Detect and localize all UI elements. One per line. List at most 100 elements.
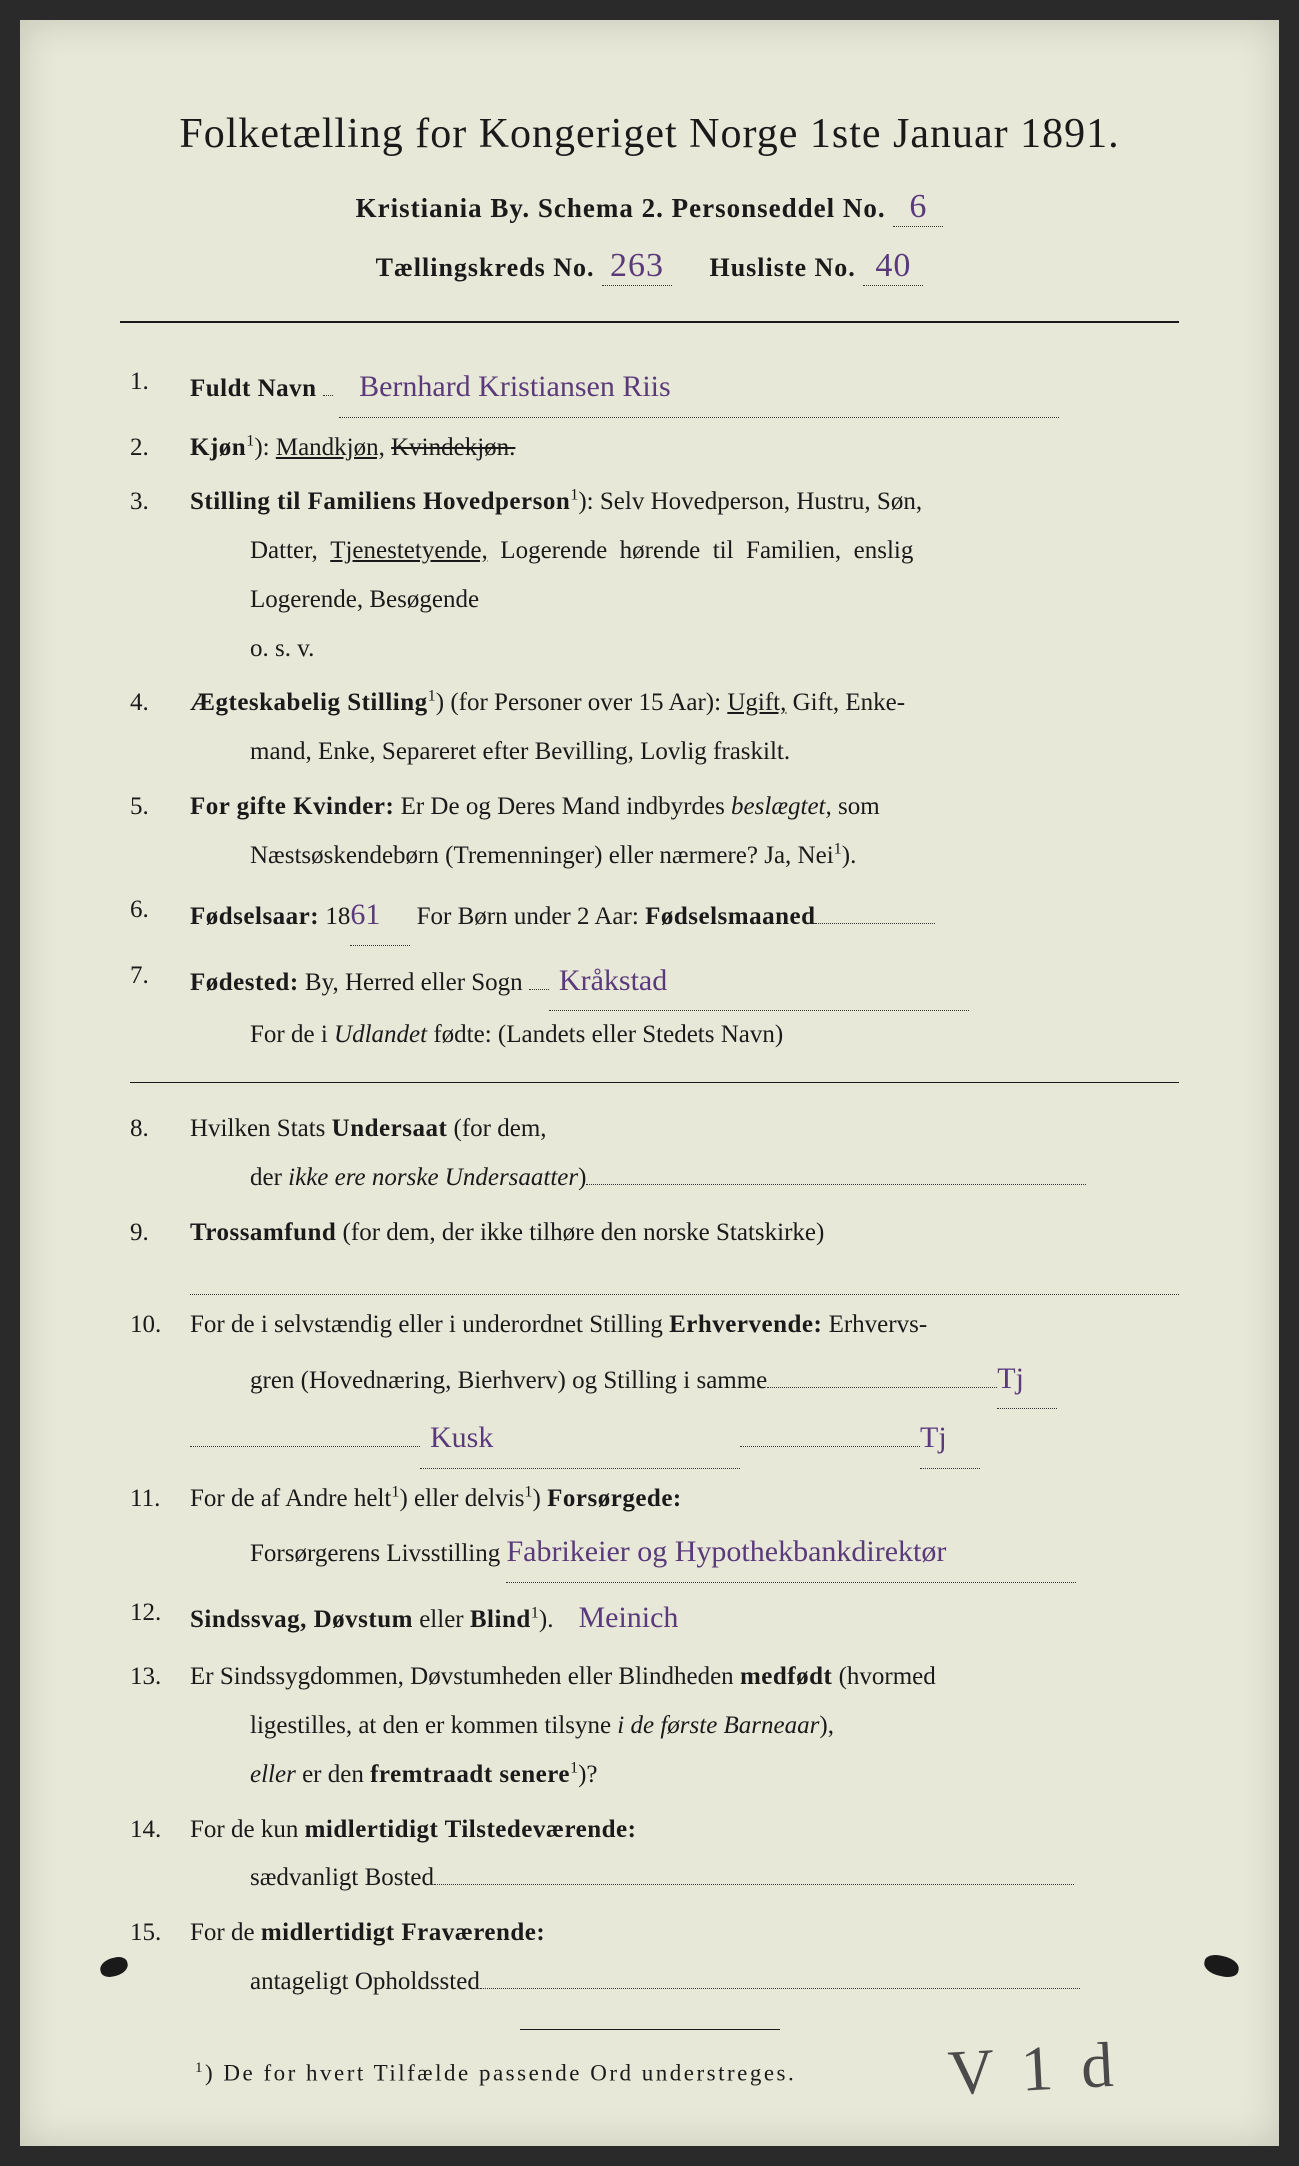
occupation-line2-blank bbox=[190, 1446, 420, 1447]
usual-residence-blank bbox=[434, 1884, 1074, 1885]
question-text: (hvormed bbox=[832, 1663, 935, 1690]
subtitle-prefix: Kristiania By. Schema 2. Personseddel No… bbox=[356, 193, 886, 223]
field-label: midlertidigt Fraværende: bbox=[261, 1919, 545, 1946]
label-text: For Børn under 2 Aar: bbox=[410, 903, 645, 930]
continuation-line: der ikke ere norske Undersaatter) bbox=[190, 1164, 1086, 1191]
item-number: 3. bbox=[130, 478, 190, 673]
item-number: 14. bbox=[130, 1806, 190, 1904]
citizenship-blank bbox=[586, 1184, 1086, 1185]
full-name-value: Bernhard Kristiansen Riis bbox=[339, 358, 1059, 418]
question-text: ) eller delvis bbox=[399, 1485, 524, 1512]
continuation-line: For de i Udlandet fødte: (Landets eller … bbox=[190, 1021, 783, 1048]
field-label: Erhvervende: bbox=[669, 1311, 822, 1338]
italic-text: eller bbox=[250, 1761, 296, 1788]
item-10-occupation: 10. For de i selvstændig eller i underor… bbox=[130, 1301, 1179, 1469]
continuation-line: antageligt Opholdssted bbox=[190, 1968, 1080, 1995]
continuation-line: Forsørgerens Livsstilling Fabrikeier og … bbox=[190, 1540, 1076, 1567]
sub-label: sædvanligt Bosted bbox=[250, 1864, 434, 1891]
cont-text: For de i bbox=[250, 1021, 334, 1048]
question-text: Erhvervs- bbox=[822, 1311, 927, 1338]
continuation-line: Datter, Tjenestetyende, Logerende hørend… bbox=[190, 537, 913, 564]
selected-mandkjon: Mandkjøn, bbox=[276, 434, 385, 461]
option-text: Næstsøskendebørn (Tremenninger) eller næ… bbox=[250, 842, 834, 869]
struck-kvindekjon: Kvindekjøn. bbox=[391, 434, 515, 461]
field-label: Forsørgede: bbox=[547, 1485, 682, 1512]
continuation-line: sædvanligt Bosted bbox=[190, 1864, 1074, 1891]
archival-mark: V 1 d bbox=[946, 2028, 1121, 2111]
bold-text: fremtraadt senere bbox=[370, 1761, 570, 1788]
birthplace-value: Kråkstad bbox=[549, 952, 969, 1012]
selected-tjenestetyende: Tjenestetyende, bbox=[330, 537, 488, 564]
cont-text: gren (Hovednæring, Bierhverv) og Stillin… bbox=[250, 1367, 767, 1394]
occupation-right-1: Tj bbox=[997, 1350, 1057, 1410]
continuation-line: gren (Hovednæring, Bierhverv) og Stillin… bbox=[190, 1367, 1057, 1394]
footnote-ref: 1 bbox=[428, 687, 436, 705]
item-number: 13. bbox=[130, 1653, 190, 1799]
field-label: midlertidigt Tilstedeværende: bbox=[305, 1816, 637, 1843]
question-text: (for dem, bbox=[447, 1115, 546, 1142]
label-suffix: ): bbox=[254, 434, 276, 461]
question-text: som bbox=[832, 793, 880, 820]
question-text: For de af Andre helt bbox=[190, 1485, 391, 1512]
footnote-ref: 1 bbox=[570, 1758, 578, 1776]
subtitle-line-1: Kristiania By. Schema 2. Personseddel No… bbox=[120, 188, 1179, 227]
item-number: 9. bbox=[130, 1209, 190, 1295]
item-1-name: 1. Fuldt Navn Bernhard Kristiansen Riis bbox=[130, 358, 1179, 418]
field-label: Undersaat bbox=[332, 1115, 448, 1142]
question-text: Er Sindssygdommen, Døvstumheden eller Bl… bbox=[190, 1663, 740, 1690]
italic-text: beslægtet, bbox=[731, 793, 832, 820]
option-text: Gift, Enke- bbox=[786, 689, 905, 716]
field-label-2: Fødselsmaaned bbox=[645, 903, 815, 930]
question-text: For de bbox=[190, 1919, 261, 1946]
item-8-citizenship: 8. Hvilken Stats Undersaat (for dem, der… bbox=[130, 1105, 1179, 1203]
label-text: By, Herred eller Sogn bbox=[299, 969, 523, 996]
continuation-line: eller er den fremtraadt senere1)? bbox=[190, 1761, 598, 1788]
cont-text: er den bbox=[296, 1761, 370, 1788]
label-suffix: ) (for Personer over 15 Aar): bbox=[436, 689, 728, 716]
footnote-ref: 1 bbox=[834, 839, 842, 857]
field-label: Fødested: bbox=[190, 969, 299, 996]
taellingskreds-label: Tællingskreds No. bbox=[376, 253, 595, 282]
header-divider bbox=[120, 321, 1179, 323]
item-15-temp-absent: 15. For de midlertidigt Fraværende: anta… bbox=[130, 1909, 1179, 2007]
field-label: Fødselsaar: bbox=[190, 903, 319, 930]
provider-occupation-value: Fabrikeier og Hypothekbankdirektør bbox=[506, 1523, 1076, 1583]
occupation-blank bbox=[767, 1387, 997, 1388]
item-5-married-women: 5. For gifte Kvinder: Er De og Deres Man… bbox=[130, 783, 1179, 881]
question-text: (for dem, der ikke tilhøre den norske St… bbox=[336, 1219, 824, 1246]
item-number: 12. bbox=[130, 1589, 190, 1648]
item-number: 11. bbox=[130, 1475, 190, 1583]
taellingskreds-no-value: 263 bbox=[602, 247, 672, 286]
footnote-ref: 1 bbox=[524, 1482, 532, 1500]
option-text: ). bbox=[842, 842, 857, 869]
question-text: ). bbox=[539, 1606, 554, 1633]
selected-ugift: Ugift, bbox=[727, 689, 786, 716]
item-number: 8. bbox=[130, 1105, 190, 1203]
form-items: 1. Fuldt Navn Bernhard Kristiansen Riis … bbox=[120, 358, 1179, 2007]
ink-blot-icon bbox=[1202, 1953, 1240, 1980]
item-number: 6. bbox=[130, 886, 190, 946]
cont-text: fødte: (Landets eller Stedets Navn) bbox=[427, 1021, 783, 1048]
field-label: Stilling til Familiens Hovedperson bbox=[190, 488, 570, 515]
year-prefix: 18 bbox=[319, 903, 350, 930]
field-label-2: Blind bbox=[470, 1606, 531, 1633]
husliste-no-value: 40 bbox=[863, 247, 923, 286]
continuation-line: o. s. v. bbox=[190, 635, 314, 662]
section-divider bbox=[130, 1082, 1179, 1083]
birth-year-value: 61 bbox=[350, 886, 410, 946]
italic-text: i de første Barneaar bbox=[617, 1712, 819, 1739]
cont-text: )? bbox=[578, 1761, 597, 1788]
footnote-text: ) De for hvert Tilfælde passende Ord und… bbox=[205, 2060, 796, 2085]
item-6-birth-year: 6. Fødselsaar: 1861 For Børn under 2 Aar… bbox=[130, 886, 1179, 946]
footnote-marker: 1 bbox=[195, 2060, 205, 2076]
probable-residence-blank bbox=[480, 1988, 1080, 1989]
religion-blank bbox=[190, 1257, 1179, 1295]
question-text: eller bbox=[413, 1606, 470, 1633]
item-number: 4. bbox=[130, 679, 190, 777]
field-label: Fuldt Navn bbox=[190, 375, 317, 402]
question-text: For de kun bbox=[190, 1816, 305, 1843]
field-label: medfødt bbox=[740, 1663, 832, 1690]
continuation-line: mand, Enke, Separeret efter Bevilling, L… bbox=[190, 738, 790, 765]
option-text: ): Selv Hovedperson, Hustru, Søn, bbox=[578, 488, 922, 515]
field-label: For gifte Kvinder: bbox=[190, 793, 394, 820]
